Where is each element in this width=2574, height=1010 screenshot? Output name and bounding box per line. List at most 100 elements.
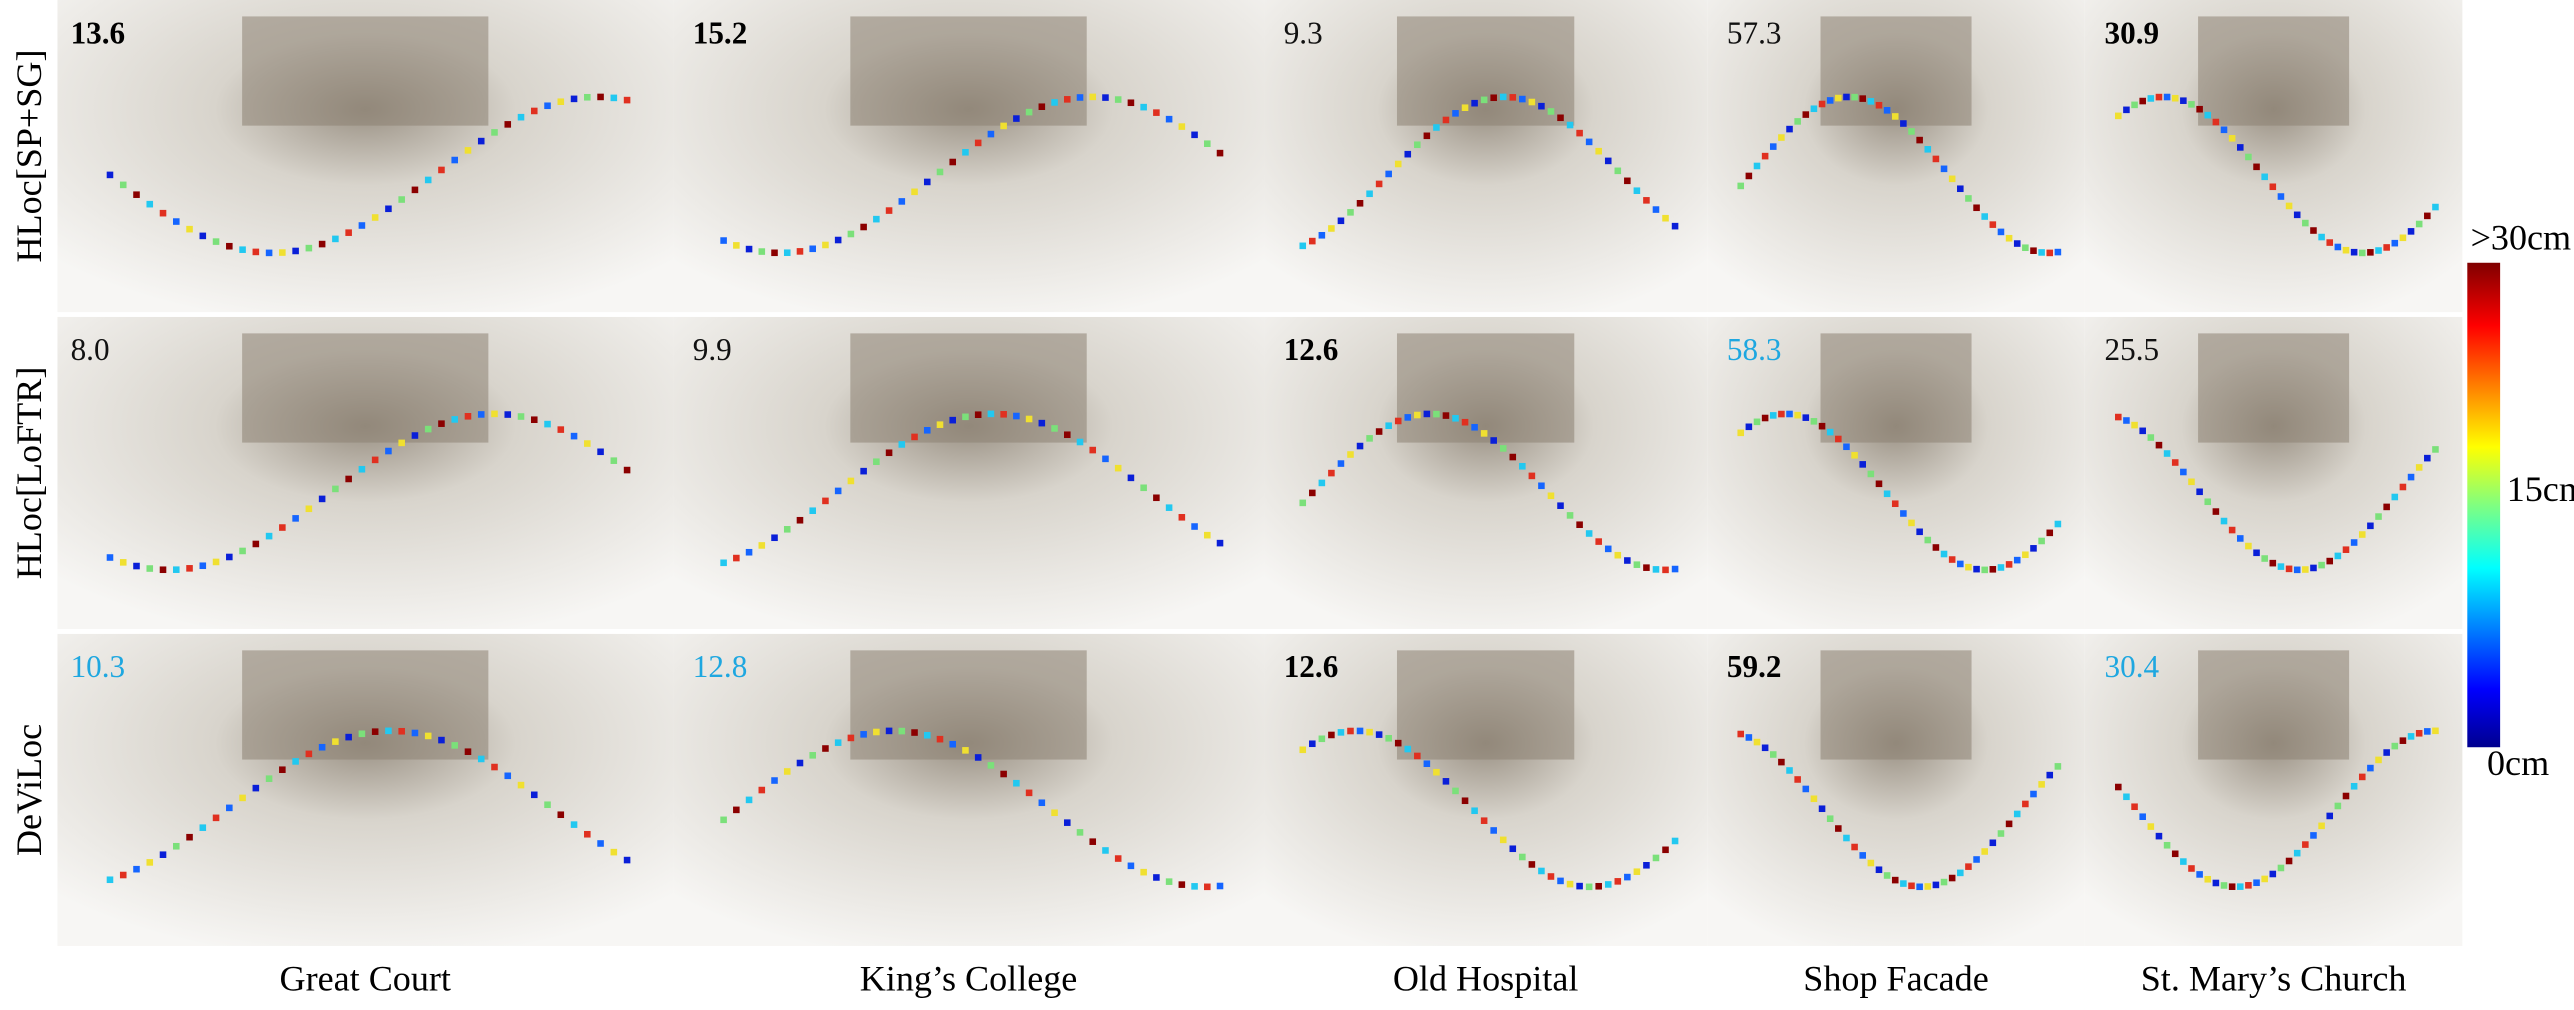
- trajectory-point: [2022, 551, 2029, 559]
- trajectory-point: [424, 425, 432, 433]
- trajectory-point: [2391, 493, 2399, 501]
- trajectory-point: [2005, 820, 2013, 828]
- trajectory-point: [1835, 94, 1842, 102]
- trajectory-point: [809, 245, 816, 253]
- trajectory-point: [2318, 561, 2325, 569]
- trajectory-point: [2261, 555, 2268, 562]
- trajectory-point: [1810, 105, 1818, 113]
- trajectory-point: [2115, 112, 2122, 120]
- trajectory-point: [1891, 500, 1899, 508]
- trajectory-point: [1769, 143, 1777, 150]
- trajectory-point: [885, 727, 893, 735]
- trajectory-point: [809, 752, 816, 759]
- trajectory-point: [1576, 521, 1583, 529]
- trajectory-point: [1025, 415, 1033, 423]
- trajectory-point: [923, 178, 931, 186]
- trajectory-point: [1900, 880, 1907, 887]
- trajectory-point: [1633, 868, 1641, 875]
- trajectory-point: [2342, 246, 2350, 254]
- trajectory-point: [1843, 93, 1850, 101]
- trajectory-point: [464, 147, 472, 154]
- trajectory-point: [923, 731, 931, 739]
- trajectory-point: [2005, 234, 2013, 242]
- trajectory-point: [1375, 731, 1383, 738]
- trajectory-point: [2220, 126, 2228, 134]
- trajectory-point: [834, 739, 842, 746]
- trajectory-point: [2383, 244, 2390, 251]
- trajectory-point: [1366, 435, 1373, 442]
- trajectory-point: [2013, 240, 2021, 247]
- trajectory-point: [2054, 763, 2062, 770]
- trajectory-point: [146, 200, 154, 208]
- trajectory-point: [2367, 522, 2374, 530]
- trajectory-point: [1191, 131, 1198, 139]
- trajectory-point: [1916, 136, 1923, 144]
- trajectory-point: [1509, 845, 1517, 853]
- trajectory-point: [1114, 855, 1122, 862]
- cell-value: 12.6: [1284, 332, 1339, 367]
- trajectory-point: [1356, 727, 1364, 735]
- trajectory-point: [783, 768, 791, 775]
- trajectory-point: [2013, 556, 2021, 564]
- trajectory-point: [1309, 740, 1316, 748]
- trajectory-point: [1778, 410, 1785, 418]
- trajectory-point: [1375, 428, 1383, 435]
- trajectory-point: [720, 559, 727, 567]
- trajectory-point: [2123, 106, 2130, 114]
- trajectory-point: [133, 865, 140, 873]
- trajectory-point: [1633, 187, 1641, 194]
- trajectory-point: [783, 526, 791, 533]
- trajectory-point: [2293, 566, 2301, 574]
- trajectory-point: [1965, 195, 1972, 202]
- row-label: HLoc[LoFTR]: [9, 367, 49, 580]
- trajectory-point: [172, 842, 180, 850]
- column-label: Great Court: [280, 958, 451, 998]
- trajectory-point: [1471, 807, 1478, 815]
- trajectory-point: [1394, 739, 1402, 747]
- trajectory-point: [119, 871, 127, 879]
- trajectory-point: [623, 96, 631, 104]
- trajectory-point: [1753, 162, 1761, 170]
- trajectory-point: [623, 466, 631, 474]
- trajectory-point: [2432, 203, 2439, 211]
- trajectory-point: [438, 420, 445, 427]
- trajectory-point: [796, 248, 804, 255]
- trajectory-point: [2293, 211, 2301, 219]
- trajectory-point: [544, 102, 551, 110]
- trajectory-point: [1191, 523, 1198, 530]
- trajectory-point: [1299, 746, 1307, 754]
- trajectory-point: [345, 229, 352, 236]
- trajectory-point: [796, 516, 804, 524]
- trajectory-point: [1442, 412, 1450, 419]
- trajectory-point: [1216, 149, 1224, 157]
- trajectory-point: [2415, 220, 2423, 228]
- trajectory-point: [1076, 438, 1084, 446]
- trajectory-point: [1519, 853, 1526, 861]
- trajectory-point: [1557, 114, 1564, 122]
- building: [850, 650, 1087, 760]
- trajectory-point: [1499, 445, 1507, 452]
- trajectory-point: [1924, 146, 1932, 153]
- trajectory-point: [1826, 97, 1834, 104]
- trajectory-point: [212, 238, 220, 245]
- trajectory-point: [491, 410, 498, 418]
- trajectory-point: [2030, 545, 2037, 552]
- trajectory-point: [1404, 745, 1412, 753]
- trajectory-point: [2054, 520, 2062, 528]
- trajectory-point: [1662, 846, 1669, 854]
- trajectory-point: [796, 759, 804, 767]
- trajectory-point: [1471, 99, 1478, 107]
- trajectory-point: [1499, 836, 1507, 844]
- trajectory-point: [1957, 869, 1964, 877]
- trajectory-point: [1614, 878, 1622, 885]
- trajectory-point: [159, 209, 167, 217]
- trajectory-point: [199, 232, 207, 240]
- trajectory-point: [146, 565, 154, 572]
- trajectory-point: [345, 475, 352, 483]
- trajectory-point: [570, 95, 578, 103]
- trajectory-point: [1973, 204, 1980, 212]
- trajectory-point: [2204, 498, 2212, 506]
- trajectory-point: [504, 411, 512, 418]
- trajectory-point: [923, 427, 931, 434]
- trajectory-point: [424, 176, 432, 184]
